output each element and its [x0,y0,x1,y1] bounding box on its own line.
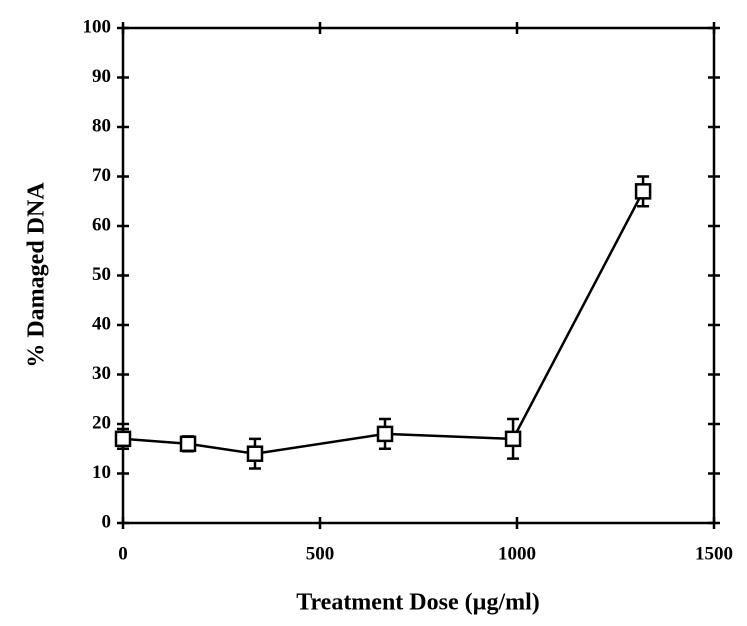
y-tick-label: 70 [92,165,111,186]
data-point [114,430,132,448]
y-tick-label: 20 [92,412,111,433]
plot-frame [121,26,716,525]
data-point [179,435,197,453]
y-tick-label: 30 [92,363,111,384]
x-axis-label: Treatment Dose (µg/ml) [296,590,540,616]
y-tick-label: 40 [92,313,111,334]
y-tick-label: 50 [92,264,111,285]
data-point [246,445,264,462]
data-point [634,183,652,200]
x-tick-label: 1500 [695,543,733,564]
data-line [122,190,645,455]
y-tick-label: 100 [83,16,112,37]
y-tick-label: 80 [92,115,111,136]
x-tick-label: 0 [118,543,128,564]
y-tick-label: 90 [92,66,111,87]
data-point [504,430,522,448]
x-tick-label: 1000 [498,543,536,564]
y-axis-label: % Damaged DNA [24,182,50,368]
y-tick-label: 60 [92,214,111,235]
x-tick-label: 500 [306,543,335,564]
data-point [376,425,394,443]
y-tick-label: 10 [92,462,111,483]
y-tick-label: 0 [102,511,112,532]
